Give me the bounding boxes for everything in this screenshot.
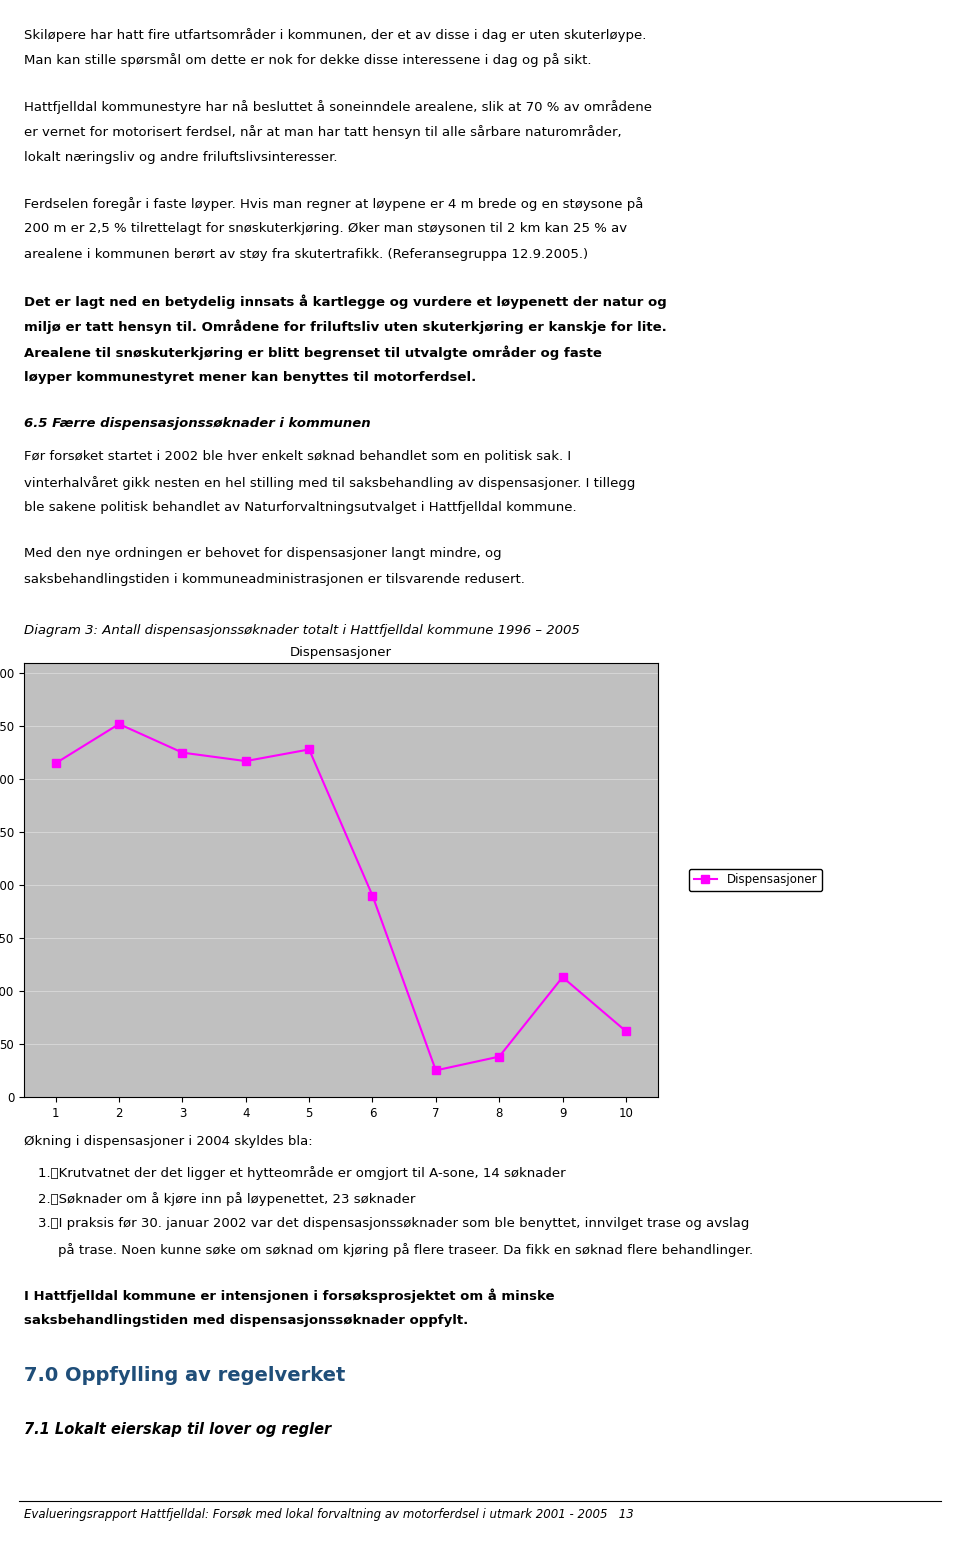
- Text: saksbehandlingstiden med dispensasjonssøknader oppfylt.: saksbehandlingstiden med dispensasjonssø…: [24, 1314, 468, 1328]
- Text: 200 m er 2,5 % tilrettelagt for snøskuterkjøring. Øker man støysonen til 2 km ka: 200 m er 2,5 % tilrettelagt for snøskute…: [24, 222, 627, 236]
- Text: 2.	Søknader om å kjøre inn på løypenettet, 23 søknader: 2. Søknader om å kjøre inn på løypenette…: [38, 1191, 416, 1205]
- Text: Det er lagt ned en betydelig innsats å kartlegge og vurdere et løypenett der nat: Det er lagt ned en betydelig innsats å k…: [24, 295, 667, 309]
- Text: Skiløpere har hatt fire utfartsområder i kommunen, der et av disse i dag er uten: Skiløpere har hatt fire utfartsområder i…: [24, 28, 646, 42]
- Title: Dispensasjoner: Dispensasjoner: [290, 645, 392, 659]
- Text: I Hattfjelldal kommune er intensjonen i forsøksprosjektet om å minske: I Hattfjelldal kommune er intensjonen i …: [24, 1289, 555, 1303]
- Legend: Dispensasjoner: Dispensasjoner: [689, 869, 822, 890]
- Text: Med den nye ordningen er behovet for dispensasjoner langt mindre, og: Med den nye ordningen er behovet for dis…: [24, 548, 502, 560]
- Text: arealene i kommunen berørt av støy fra skutertrafikk. (Referansegruppa 12.9.2005: arealene i kommunen berørt av støy fra s…: [24, 248, 588, 261]
- Text: ble sakene politisk behandlet av Naturforvaltningsutvalget i Hattfjelldal kommun: ble sakene politisk behandlet av Naturfo…: [24, 501, 577, 515]
- Text: miljø er tatt hensyn til. Områdene for friluftsliv uten skuterkjøring er kanskje: miljø er tatt hensyn til. Områdene for f…: [24, 320, 667, 333]
- Text: Før forsøket startet i 2002 ble hver enkelt søknad behandlet som en politisk sak: Før forsøket startet i 2002 ble hver enk…: [24, 450, 571, 464]
- Text: 7.1 Lokalt eierskap til lover og regler: 7.1 Lokalt eierskap til lover og regler: [24, 1422, 331, 1436]
- Text: Evalueringsrapport Hattfjelldal: Forsøk med lokal forvaltning av motorferdsel i : Evalueringsrapport Hattfjelldal: Forsøk …: [24, 1508, 634, 1520]
- Text: Arealene til snøskuterkjøring er blitt begrenset til utvalgte områder og faste: Arealene til snøskuterkjøring er blitt b…: [24, 346, 602, 360]
- Text: 7.0 Oppfylling av regelverket: 7.0 Oppfylling av regelverket: [24, 1365, 346, 1385]
- Text: vinterhalvåret gikk nesten en hel stilling med til saksbehandling av dispensasjo: vinterhalvåret gikk nesten en hel stilli…: [24, 476, 636, 490]
- Text: Hattfjelldal kommunestyre har nå besluttet å soneinndele arealene, slik at 70 % : Hattfjelldal kommunestyre har nå beslutt…: [24, 99, 652, 113]
- Text: Man kan stille spørsmål om dette er nok for dekke disse interessene i dag og på : Man kan stille spørsmål om dette er nok …: [24, 53, 591, 68]
- Text: løyper kommunestyret mener kan benyttes til motorferdsel.: løyper kommunestyret mener kan benyttes …: [24, 371, 476, 383]
- Text: 6.5 Færre dispensasjonssøknader i kommunen: 6.5 Færre dispensasjonssøknader i kommun…: [24, 417, 371, 430]
- Text: saksbehandlingstiden i kommuneadministrasjonen er tilsvarende redusert.: saksbehandlingstiden i kommuneadministra…: [24, 572, 525, 586]
- Text: på trase. Noen kunne søke om søknad om kjøring på flere traseer. Da fikk en søkn: på trase. Noen kunne søke om søknad om k…: [58, 1242, 753, 1256]
- Text: lokalt næringsliv og andre friluftslivsinteresser.: lokalt næringsliv og andre friluftslivsi…: [24, 150, 338, 164]
- Text: er vernet for motorisert ferdsel, når at man har tatt hensyn til alle sårbare na: er vernet for motorisert ferdsel, når at…: [24, 126, 622, 140]
- Text: 3.	I praksis før 30. januar 2002 var det dispensasjonssøknader som ble benyttet,: 3. I praksis før 30. januar 2002 var det…: [38, 1218, 750, 1230]
- Text: Økning i dispensasjoner i 2004 skyldes bla:: Økning i dispensasjoner i 2004 skyldes b…: [24, 1135, 313, 1148]
- Text: Ferdselen foregår i faste løyper. Hvis man regner at løypene er 4 m brede og en : Ferdselen foregår i faste løyper. Hvis m…: [24, 197, 643, 211]
- Text: 1.	Krutvatnet der det ligger et hytteområde er omgjort til A-sone, 14 søknader: 1. Krutvatnet der det ligger et hytteomr…: [38, 1166, 566, 1180]
- Text: Diagram 3: Antall dispensasjonssøknader totalt i Hattfjelldal kommune 1996 – 200: Diagram 3: Antall dispensasjonssøknader …: [24, 624, 580, 637]
